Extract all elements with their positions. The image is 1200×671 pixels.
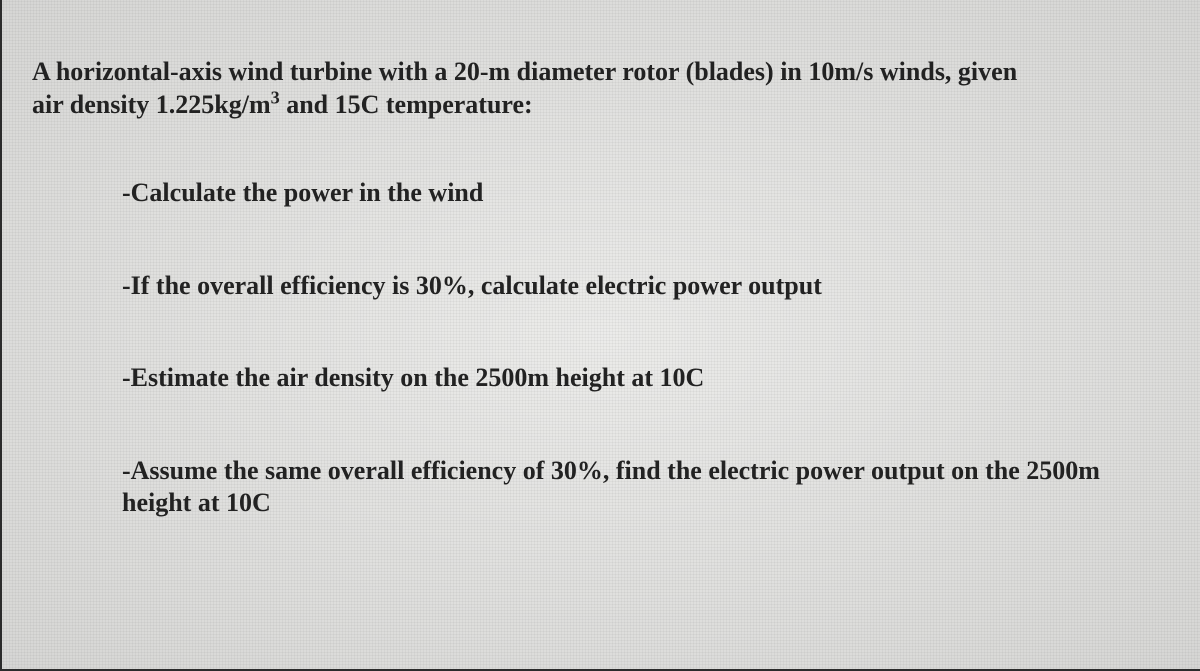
question-bullets: -Calculate the power in the wind -If the… — [32, 177, 1102, 520]
intro-text-after-sup: and 15C temperature: — [280, 90, 533, 119]
question-intro: A horizontal-axis wind turbine with a 20… — [32, 56, 1032, 121]
bullet-text: -Assume the same overall efficiency of 3… — [122, 456, 1100, 518]
bullet-text: -Estimate the air density on the 2500m h… — [122, 363, 704, 392]
bullet-text: -If the overall efficiency is 30%, calcu… — [122, 271, 822, 300]
bullet-item: -If the overall efficiency is 30%, calcu… — [122, 270, 1102, 303]
bullet-item: -Assume the same overall efficiency of 3… — [122, 455, 1102, 520]
bullet-text: -Calculate the power in the wind — [122, 178, 483, 207]
intro-superscript: 3 — [271, 87, 280, 107]
bullet-item: -Calculate the power in the wind — [122, 177, 1102, 210]
bullet-item: -Estimate the air density on the 2500m h… — [122, 362, 1102, 395]
question-page: A horizontal-axis wind turbine with a 20… — [0, 0, 1200, 671]
